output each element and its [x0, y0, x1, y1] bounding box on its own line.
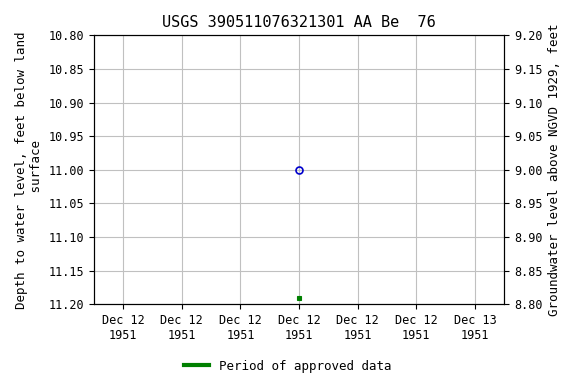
Title: USGS 390511076321301 AA Be  76: USGS 390511076321301 AA Be 76 — [162, 15, 436, 30]
Y-axis label: Groundwater level above NGVD 1929, feet: Groundwater level above NGVD 1929, feet — [548, 23, 561, 316]
Legend: Period of approved data: Period of approved data — [179, 355, 397, 378]
Y-axis label: Depth to water level, feet below land
 surface: Depth to water level, feet below land su… — [15, 31, 43, 309]
